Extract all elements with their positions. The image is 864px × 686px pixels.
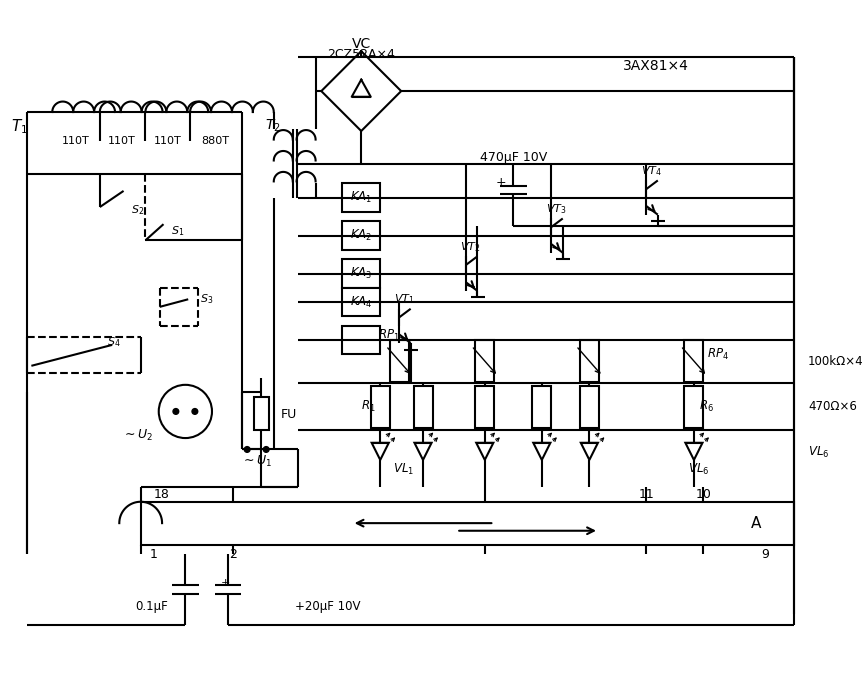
Text: 2: 2	[229, 547, 237, 560]
Text: $RP_4$: $RP_4$	[708, 347, 729, 362]
Text: 880T: 880T	[200, 136, 229, 145]
Text: $S_2$: $S_2$	[131, 203, 144, 217]
Text: $VL_6$: $VL_6$	[688, 462, 709, 477]
Text: $VL_6$: $VL_6$	[808, 445, 829, 460]
Text: $\sim U_2$: $\sim U_2$	[123, 427, 154, 442]
Bar	[414, 386, 433, 427]
Text: $R_6$: $R_6$	[699, 399, 714, 414]
Text: 110T: 110T	[154, 136, 181, 145]
Bar	[342, 326, 380, 355]
Text: 110T: 110T	[108, 136, 136, 145]
Text: 470μF 10V: 470μF 10V	[480, 151, 547, 164]
Text: 1: 1	[150, 547, 158, 560]
Text: +: +	[496, 176, 506, 189]
Text: $\sim U_1$: $\sim U_1$	[241, 454, 272, 469]
Text: $R_1$: $R_1$	[361, 399, 376, 414]
Bar	[342, 183, 380, 212]
Text: $VL_1$: $VL_1$	[393, 462, 415, 477]
Text: $KA_3$: $KA_3$	[350, 266, 372, 281]
Circle shape	[264, 447, 269, 452]
Circle shape	[245, 447, 250, 452]
Text: 11: 11	[638, 488, 654, 501]
Text: 470Ω×6: 470Ω×6	[808, 400, 857, 413]
Bar	[475, 340, 494, 382]
Text: 2CZ52A×4: 2CZ52A×4	[327, 49, 395, 62]
Text: $KA_4$: $KA_4$	[350, 294, 372, 309]
Text: 110T: 110T	[62, 136, 90, 145]
Text: $S_4$: $S_4$	[107, 335, 121, 349]
Text: $VT_1$: $VT_1$	[394, 292, 415, 306]
Bar	[342, 222, 380, 250]
Text: A: A	[751, 516, 761, 531]
Circle shape	[192, 409, 198, 414]
Text: $KA_1$: $KA_1$	[350, 190, 372, 205]
Text: $S_1$: $S_1$	[171, 224, 184, 238]
Text: +: +	[220, 578, 230, 587]
Bar	[254, 397, 269, 430]
Bar	[342, 288, 380, 316]
Bar	[532, 386, 551, 427]
Bar	[580, 340, 599, 382]
Bar	[141, 501, 794, 545]
Text: $T_1$: $T_1$	[11, 117, 29, 136]
Text: 18: 18	[154, 488, 169, 501]
Bar	[390, 340, 409, 382]
Text: 0.1μF: 0.1μF	[136, 600, 168, 613]
Bar	[580, 386, 599, 427]
Text: $KA_2$: $KA_2$	[350, 228, 372, 243]
Text: FU: FU	[281, 407, 296, 421]
Bar	[342, 259, 380, 288]
Text: VC: VC	[352, 36, 371, 51]
Text: $S_3$: $S_3$	[200, 292, 213, 306]
Bar	[684, 340, 703, 382]
Text: +20μF 10V: +20μF 10V	[295, 600, 360, 613]
Circle shape	[173, 409, 179, 414]
Bar	[684, 386, 703, 427]
Text: 10: 10	[696, 488, 711, 501]
Bar	[475, 386, 494, 427]
Circle shape	[159, 385, 212, 438]
Text: 3AX81×4: 3AX81×4	[623, 60, 689, 73]
Text: $RP_1$: $RP_1$	[378, 328, 399, 343]
Text: $VT_2$: $VT_2$	[461, 240, 481, 254]
Text: 9: 9	[761, 547, 769, 560]
Text: $VT_3$: $VT_3$	[546, 202, 567, 216]
Bar	[371, 386, 390, 427]
Text: 100kΩ×4: 100kΩ×4	[808, 355, 864, 368]
Text: $VT_4$: $VT_4$	[641, 164, 662, 178]
Text: $T_2$: $T_2$	[264, 118, 281, 134]
